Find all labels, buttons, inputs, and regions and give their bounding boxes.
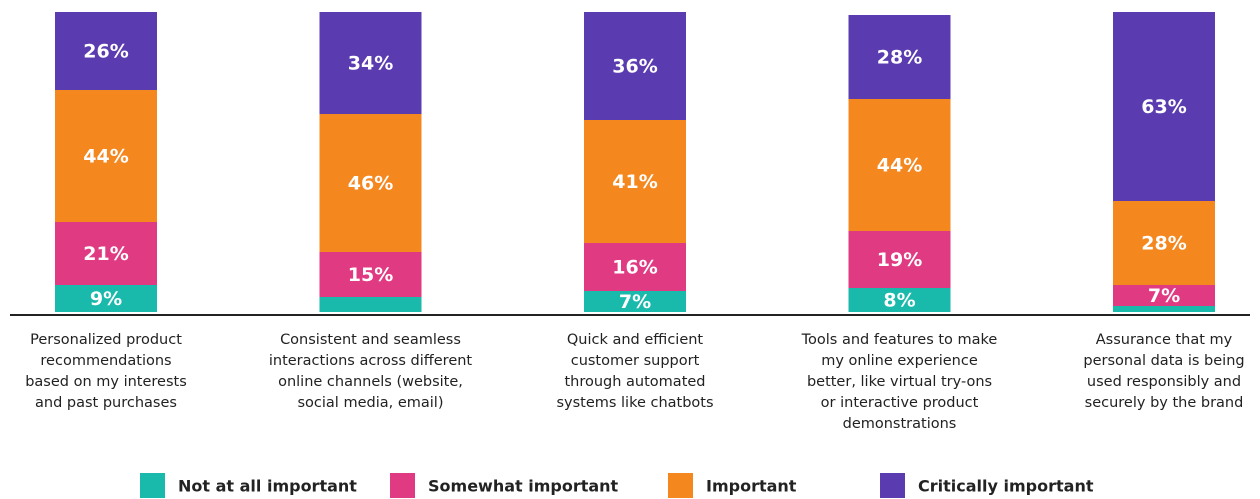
legend-swatch [668, 473, 693, 498]
bar-segment [319, 114, 422, 252]
x-tick-label: used responsibly and [1087, 374, 1241, 390]
bar-segment [848, 231, 951, 288]
x-tick-label: systems like chatbots [556, 395, 713, 411]
data-label: 28% [1141, 233, 1186, 255]
legend-swatch [390, 473, 415, 498]
x-tick-label: and past purchases [35, 395, 177, 411]
data-label: 44% [877, 155, 922, 177]
legend-swatch [140, 473, 165, 498]
x-tick-label: demonstrations [843, 416, 957, 432]
x-tick-label: securely by the brand [1085, 395, 1244, 411]
data-label: 15% [348, 264, 393, 286]
bar-segment [55, 285, 157, 312]
x-tick-label: Quick and efficient [567, 332, 704, 348]
data-label: 16% [612, 257, 657, 279]
x-tick-label: or interactive product [821, 395, 979, 411]
bar-segment [848, 99, 951, 231]
x-tick-label: personal data is being [1083, 353, 1244, 369]
x-tick-label: my online experience [821, 353, 978, 369]
bar-segment [319, 252, 422, 297]
x-tick-label: Personalized product [30, 332, 182, 348]
data-label: 26% [83, 41, 128, 63]
bar-segment [55, 222, 157, 285]
bar-segment [1113, 12, 1215, 201]
x-tick-label: customer support [571, 353, 700, 369]
bar-segment [584, 12, 686, 120]
legend-label: Not at all important [178, 477, 357, 496]
legend-label: Important [706, 477, 797, 496]
bar-segment [55, 90, 157, 222]
data-label: 34% [348, 53, 393, 75]
data-label: 9% [90, 288, 122, 310]
x-tick-label: Consistent and seamless [280, 332, 461, 348]
data-label: 19% [877, 249, 922, 271]
x-tick-label: better, like virtual try-ons [807, 374, 992, 390]
x-tick-label: recommendations [40, 353, 171, 369]
data-label: 28% [877, 47, 922, 69]
x-tick-label: online channels (website, [278, 374, 463, 390]
x-tick-label: through automated [564, 374, 705, 390]
data-label: 21% [83, 243, 128, 265]
data-label: 7% [619, 291, 651, 313]
bar-segment [1113, 201, 1215, 285]
legend-label: Somewhat important [428, 477, 619, 496]
bar-segment [584, 120, 686, 243]
x-tick-label: based on my interests [25, 374, 187, 390]
data-label: 63% [1141, 96, 1186, 118]
x-tick-label: Tools and features to make [801, 332, 998, 348]
x-tick-label: Assurance that my [1096, 332, 1233, 348]
legend-label: Critically important [918, 477, 1094, 496]
data-label: 36% [612, 56, 657, 78]
data-label: 8% [883, 290, 915, 312]
bar-segment [584, 291, 686, 312]
x-tick-label: interactions across different [269, 353, 473, 369]
bar-segment [848, 288, 951, 312]
x-tick-label: social media, email) [298, 395, 444, 411]
bar-segment [848, 15, 951, 99]
data-label: 41% [612, 171, 657, 193]
bar-segment [319, 12, 422, 114]
data-label: 46% [348, 173, 393, 195]
data-label: 44% [83, 146, 128, 168]
bar-segment [1113, 306, 1215, 312]
bar-segment [319, 297, 422, 312]
legend-swatch [880, 473, 905, 498]
bar-segment [55, 12, 157, 90]
data-label: 7% [1148, 285, 1180, 307]
bar-segment [1113, 285, 1215, 306]
bar-segment [584, 243, 686, 291]
